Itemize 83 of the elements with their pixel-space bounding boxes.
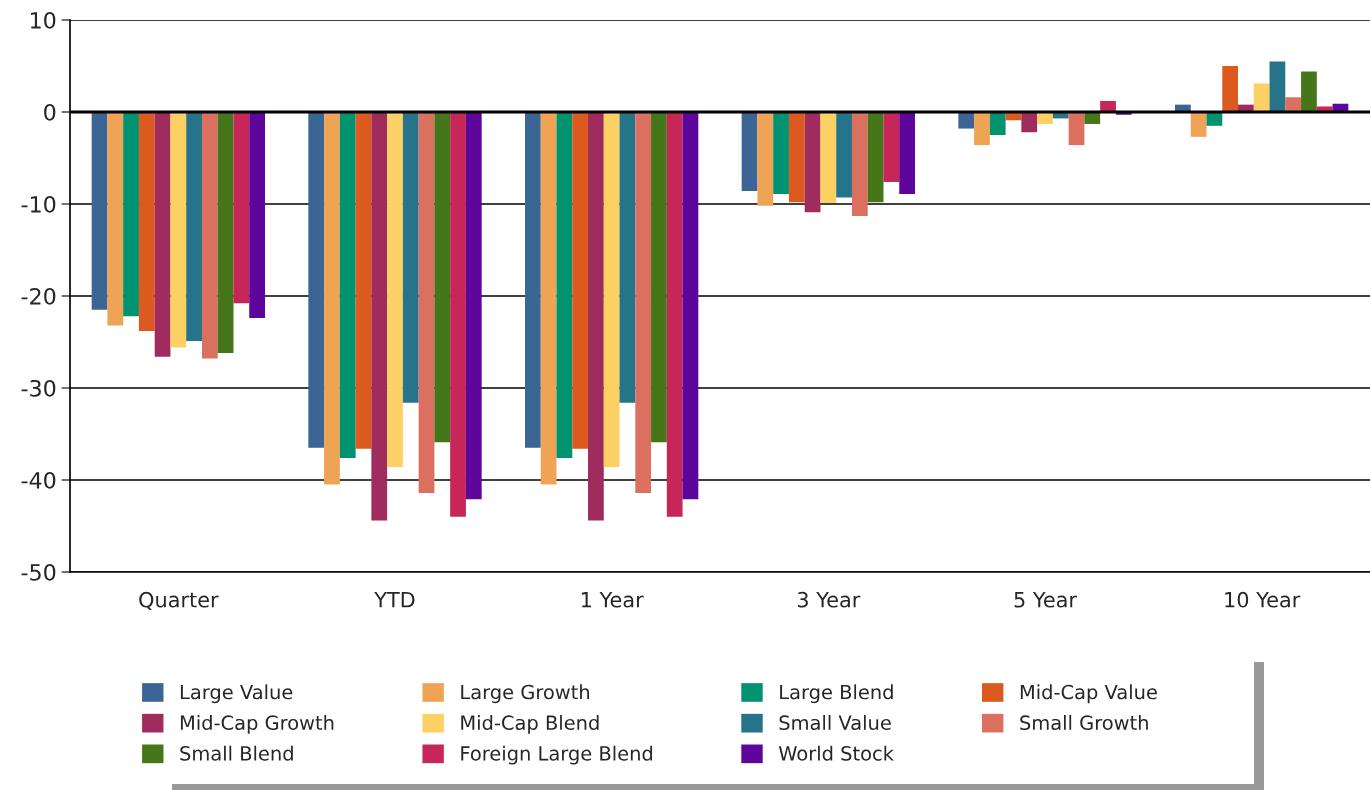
bar [1100,100,1116,112]
bar [572,112,589,449]
bar [201,112,218,359]
bar [1253,83,1270,112]
bar [556,112,573,458]
bar [355,112,372,449]
bar [233,112,250,304]
bar [249,112,265,319]
legend-label: World Stock [778,745,894,761]
legend-label: Mid-Cap Blend [461,715,599,734]
y-tick-label: -50 [21,563,56,581]
bar [525,112,541,448]
bar [741,112,758,192]
bar [1021,112,1038,133]
bar [1222,66,1239,112]
legend-label: Mid-Cap Value [1020,684,1157,704]
bar [635,112,652,493]
legend-label: Small Value [779,715,891,731]
bar [619,112,636,403]
bar [371,112,388,521]
legend-label: Large Blend [780,684,893,704]
x-tick-label: Quarter [139,591,219,610]
bar [324,112,340,485]
bar [339,112,356,458]
y-tick-label: -20 [21,287,56,305]
legend-label: Mid-Cap Growth [180,715,334,734]
bar [899,112,915,194]
y-tick-label: -40 [21,471,56,489]
bar [1190,112,1207,137]
bar [138,112,155,331]
bar [91,112,108,310]
bar [1301,71,1317,112]
bar [883,112,900,182]
y-tick-label: -10 [21,195,56,213]
bar [1084,112,1101,124]
bar [1037,112,1053,124]
bar [402,112,419,403]
legend-label: Large Value [180,684,293,704]
bar [974,112,990,146]
bar [465,112,482,500]
bar [788,112,805,203]
bar [308,112,325,448]
x-tick-label: 5 Year [1014,592,1077,608]
bar [804,112,821,213]
bar [154,112,171,357]
legend-label: Small Blend [180,745,293,761]
bar [450,112,466,517]
bar [958,112,975,129]
bar [989,112,1006,135]
bar [217,112,234,354]
bar [387,112,403,468]
bar [107,112,124,326]
bar [820,112,837,204]
bar [1285,97,1302,112]
bar [851,112,868,216]
bar [588,112,604,521]
bar [1068,112,1085,146]
legend-label: Small Growth [1020,715,1148,731]
legend-label: Foreign Large Blend [461,745,653,765]
bar [651,112,667,443]
bar [603,112,620,468]
bar [418,112,435,493]
bar [123,112,139,317]
legend-label: Large Growth [461,684,590,704]
bar [682,112,699,500]
bar [773,112,789,194]
bar [540,112,557,485]
bar [1269,61,1286,112]
y-tick-label: 0 [44,103,56,121]
y-tick-label: -30 [21,379,56,397]
bar [186,112,202,342]
y-tick-label: 10 [30,11,56,29]
x-tick-label: YTD [374,592,415,608]
bar [1206,112,1223,126]
bar [434,112,451,443]
x-tick-label: 10 Year [1225,591,1301,608]
bar [836,112,852,198]
bar [867,112,884,203]
bar [757,112,774,206]
x-tick-label: 3 Year [797,591,861,608]
bar [666,112,683,517]
bar [170,112,187,348]
x-tick-label: 1 Year [581,592,644,608]
